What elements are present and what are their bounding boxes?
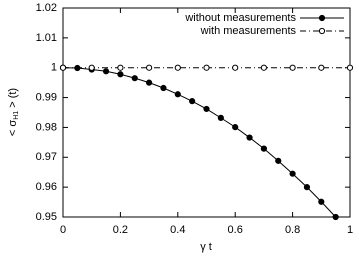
x-tick-label: 0.8 [285, 224, 300, 236]
marker [318, 198, 325, 205]
marker [275, 157, 282, 164]
marker [88, 64, 95, 71]
series-line [62, 67, 337, 218]
marker [289, 64, 296, 71]
legend-label: without measurements [184, 12, 296, 24]
y-label-main: < σ [7, 120, 19, 136]
marker [174, 64, 181, 71]
x-tick-label: 0.6 [228, 224, 243, 236]
marker [203, 64, 210, 71]
marker [246, 134, 253, 141]
marker [203, 105, 210, 113]
y-label-end: > (t) [7, 88, 19, 111]
y-tick-label: 0.99 [36, 91, 57, 103]
y-tick-label: 1.01 [36, 32, 57, 44]
marker [117, 71, 124, 78]
x-axis-label: γ t [200, 241, 212, 253]
legend-label: with measurements [200, 25, 297, 37]
marker [232, 64, 239, 71]
marker [146, 79, 153, 86]
marker [260, 145, 267, 152]
y-tick-label: 0.96 [36, 181, 57, 193]
y-tick-label: 0.97 [36, 151, 57, 163]
marker [160, 84, 167, 92]
x-tick-label: 1 [347, 224, 353, 236]
y-tick-label: 1.02 [36, 2, 57, 14]
y-axis-label: < σH1 > (t) [7, 88, 20, 136]
marker [332, 213, 339, 221]
marker [260, 64, 267, 71]
x-tick-label: 0.2 [113, 224, 128, 236]
y-tick-label: 0.98 [36, 121, 57, 133]
plot-frame [62, 7, 351, 218]
marker [232, 124, 239, 131]
marker [189, 98, 196, 105]
marker [117, 64, 124, 71]
marker [318, 64, 325, 71]
legend-marker [318, 27, 326, 35]
marker [303, 184, 311, 191]
x-tick-label: 0.4 [170, 224, 185, 236]
marker [217, 114, 224, 121]
marker [131, 75, 138, 82]
marker [146, 64, 153, 71]
y-tick-label: 0.95 [36, 211, 57, 223]
x-tick-label: 0 [60, 224, 66, 236]
legend-marker [318, 14, 326, 22]
marker [59, 64, 67, 71]
marker [174, 91, 181, 98]
y-tick-label: 1 [51, 62, 57, 74]
marker [289, 170, 296, 177]
y-label-sub: H1 [13, 111, 20, 120]
marker [102, 68, 110, 75]
marker [346, 64, 354, 71]
